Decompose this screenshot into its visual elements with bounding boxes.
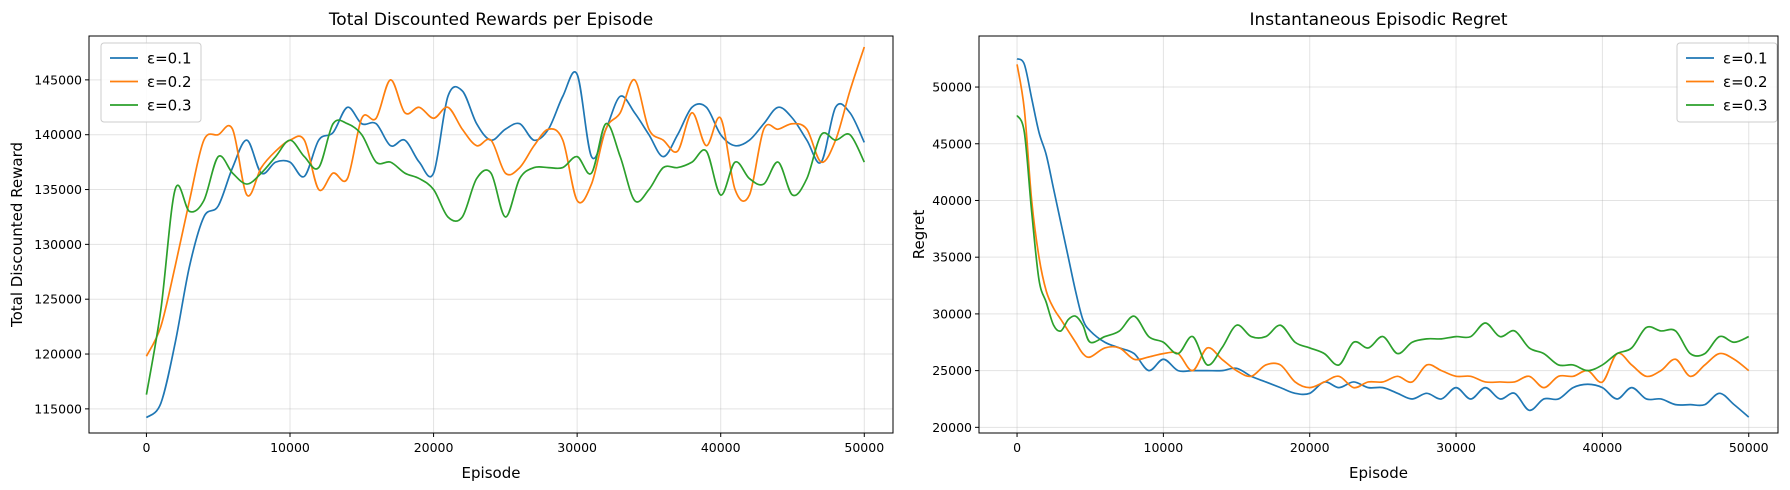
y-tick-label: 125000 bbox=[34, 292, 82, 307]
legend-box bbox=[1676, 42, 1778, 123]
legend-label-2: ε=0.2 bbox=[147, 73, 192, 91]
y-tick-label: 115000 bbox=[34, 401, 82, 416]
y-tick-label: 130000 bbox=[34, 237, 82, 252]
legend-label-2: ε=0.2 bbox=[1723, 73, 1768, 91]
legend-label-1: ε=0.1 bbox=[147, 50, 192, 68]
x-tick-label: 10000 bbox=[270, 440, 310, 455]
y-tick-label: 25000 bbox=[932, 363, 972, 378]
regret-chart: 0 10000 20000 30000 40000 50000 20000 25000 3000… bbox=[910, 10, 1779, 482]
y-tick-label: 140000 bbox=[34, 127, 82, 142]
x-tick-label: 20000 bbox=[414, 440, 454, 455]
y-tick-label: 145000 bbox=[34, 72, 82, 87]
y-tick-label: 35000 bbox=[932, 250, 972, 265]
x-tick-label: 30000 bbox=[1436, 440, 1476, 455]
legend: ε=0.1 ε=0.2 ε=0.3 bbox=[1676, 42, 1778, 123]
x-tick-label: 20000 bbox=[1290, 440, 1330, 455]
series-line-1 bbox=[145, 71, 866, 419]
y-tick-label: 120000 bbox=[34, 347, 82, 362]
series-line-2 bbox=[1016, 64, 1750, 389]
x-tick-label: 0 bbox=[1013, 440, 1021, 455]
y-tick-label: 30000 bbox=[932, 306, 972, 321]
y-axis-label: Regret bbox=[910, 210, 928, 260]
x-tick-label: 0 bbox=[142, 440, 150, 455]
plot-frame bbox=[88, 35, 894, 434]
chart-title: Total Discounted Rewards per Episode bbox=[328, 10, 653, 30]
x-tick-label: 50000 bbox=[844, 440, 884, 455]
y-tick-label: 45000 bbox=[932, 136, 972, 151]
x-axis-label: Episode bbox=[1349, 464, 1408, 482]
x-tick-label: 50000 bbox=[1729, 440, 1769, 455]
series-line-3 bbox=[145, 119, 866, 395]
x-tick-label: 30000 bbox=[557, 440, 597, 455]
legend-label-3: ε=0.3 bbox=[147, 97, 192, 115]
plot-frame bbox=[978, 35, 1779, 434]
x-axis-label: Episode bbox=[462, 464, 521, 482]
chart-title: Instantaneous Episodic Regret bbox=[1249, 10, 1507, 30]
series-line-2 bbox=[145, 46, 866, 357]
y-tick-label: 40000 bbox=[932, 193, 972, 208]
y-tick-label: 20000 bbox=[932, 420, 972, 435]
y-axis-label: Total Discounted Reward bbox=[8, 142, 26, 328]
legend-label-3: ε=0.3 bbox=[1723, 97, 1768, 115]
y-tick-label: 50000 bbox=[932, 80, 972, 95]
rewards-chart: 0 10000 20000 30000 40000 50000 115000 120000 12… bbox=[8, 10, 894, 482]
legend-label-1: ε=0.1 bbox=[1723, 50, 1768, 68]
series-line-3 bbox=[1016, 114, 1750, 372]
legend: ε=0.1 ε=0.2 ε=0.3 bbox=[100, 42, 202, 123]
x-tick-label: 40000 bbox=[1583, 440, 1623, 455]
legend-box bbox=[100, 42, 202, 123]
x-tick-label: 10000 bbox=[1144, 440, 1184, 455]
series-line-1 bbox=[1016, 57, 1750, 418]
y-tick-label: 135000 bbox=[34, 182, 82, 197]
x-tick-label: 40000 bbox=[701, 440, 741, 455]
